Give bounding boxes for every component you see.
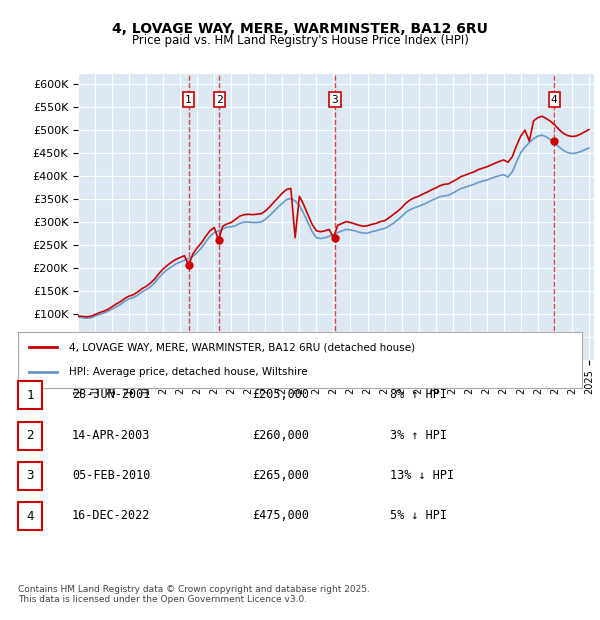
Text: 3% ↑ HPI: 3% ↑ HPI (390, 429, 447, 441)
Text: 4: 4 (551, 95, 557, 105)
Text: 4: 4 (26, 510, 34, 523)
Text: 3: 3 (332, 95, 338, 105)
Text: Price paid vs. HM Land Registry's House Price Index (HPI): Price paid vs. HM Land Registry's House … (131, 34, 469, 47)
Text: £260,000: £260,000 (252, 429, 309, 441)
Text: 13% ↓ HPI: 13% ↓ HPI (390, 469, 454, 482)
Text: 8% ↑ HPI: 8% ↑ HPI (390, 389, 447, 401)
Text: £265,000: £265,000 (252, 469, 309, 482)
Text: HPI: Average price, detached house, Wiltshire: HPI: Average price, detached house, Wilt… (69, 367, 307, 377)
Text: £475,000: £475,000 (252, 510, 309, 522)
Text: 2: 2 (216, 95, 223, 105)
Text: £205,000: £205,000 (252, 389, 309, 401)
Text: 1: 1 (185, 95, 192, 105)
Text: 28-JUN-2001: 28-JUN-2001 (72, 389, 151, 401)
Text: 3: 3 (26, 469, 34, 482)
Text: 4, LOVAGE WAY, MERE, WARMINSTER, BA12 6RU (detached house): 4, LOVAGE WAY, MERE, WARMINSTER, BA12 6R… (69, 342, 415, 352)
Text: 5% ↓ HPI: 5% ↓ HPI (390, 510, 447, 522)
Text: 16-DEC-2022: 16-DEC-2022 (72, 510, 151, 522)
Text: 14-APR-2003: 14-APR-2003 (72, 429, 151, 441)
Text: Contains HM Land Registry data © Crown copyright and database right 2025.
This d: Contains HM Land Registry data © Crown c… (18, 585, 370, 604)
Text: 05-FEB-2010: 05-FEB-2010 (72, 469, 151, 482)
Text: 4, LOVAGE WAY, MERE, WARMINSTER, BA12 6RU: 4, LOVAGE WAY, MERE, WARMINSTER, BA12 6R… (112, 22, 488, 36)
Text: 1: 1 (26, 389, 34, 402)
Text: 2: 2 (26, 429, 34, 442)
